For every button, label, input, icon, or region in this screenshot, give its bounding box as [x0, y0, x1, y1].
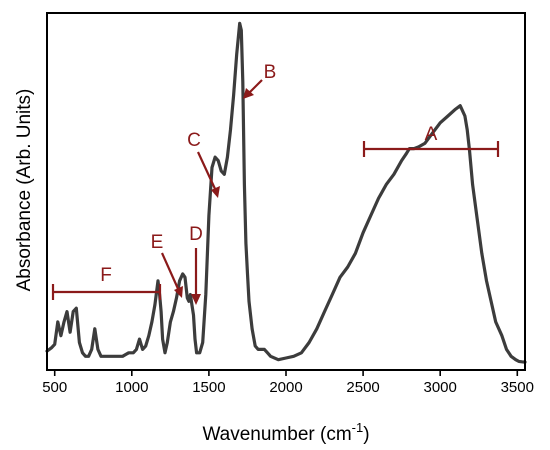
annotation-e: E: [151, 232, 183, 298]
y-axis-title: Absorbance (Arb. Units): [14, 89, 35, 292]
annotation-b: B: [243, 62, 276, 99]
annotation-f: F: [51, 265, 162, 300]
annotation-label-e: E: [151, 232, 164, 253]
x-tick-label: 3500: [501, 379, 534, 396]
x-axis-title: Wavenumber (cm-1): [202, 420, 369, 445]
annotation-label-c: C: [187, 130, 201, 151]
annotation-label-a: A: [425, 124, 438, 145]
x-tick-label: 2000: [269, 379, 302, 396]
x-tick-label: 500: [42, 379, 67, 396]
annotation-label-d: D: [189, 224, 203, 245]
annotation-c: C: [187, 130, 220, 198]
arrow-head-e: [174, 286, 183, 298]
annotation-a: A: [362, 124, 500, 157]
arrow-head-d: [191, 294, 201, 305]
absorbance-series-line: [45, 21, 527, 364]
x-tick-label: 3000: [424, 379, 457, 396]
plot-frame: [46, 12, 526, 371]
x-tick-label: 2500: [346, 379, 379, 396]
annotation-label-f: F: [100, 265, 112, 286]
x-tick-label: 1000: [115, 379, 148, 396]
x-tick-label: 1500: [192, 379, 225, 396]
arrow-head-b: [243, 88, 254, 99]
arrow-head-c: [211, 186, 220, 198]
x-axis-ticks: 500 1000 1500 2000 2500 3000 3500: [42, 370, 534, 396]
annotation-d: D: [189, 224, 203, 305]
annotation-label-b: B: [264, 62, 277, 83]
